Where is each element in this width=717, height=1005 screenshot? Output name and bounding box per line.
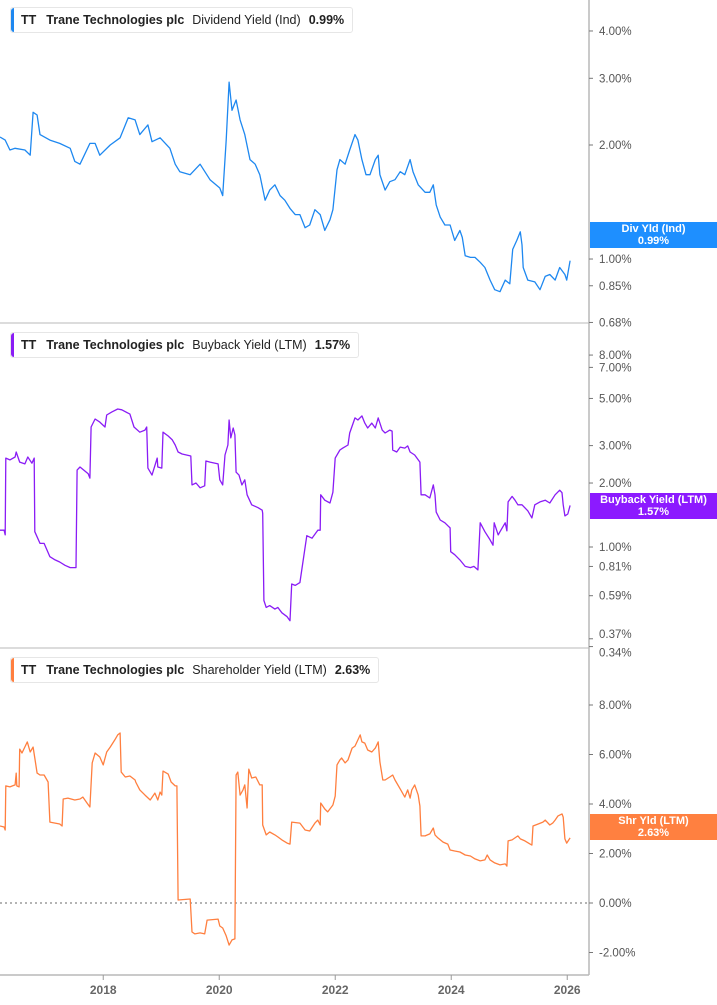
y-tick-label: 5.00% [599,393,632,405]
x-tick-label: 2026 [554,983,581,997]
tag-value: 0.99% [637,235,670,247]
y-tick-label: 4.00% [599,26,632,38]
buyback-panel: 8.00%7.00% 5.00% 3.00% 2.00% 1.00% 0.81% 0.59%… [0,350,632,660]
shareholder-legend[interactable]: TT Trane Technologies plc Shareholder Yiel… [10,657,380,683]
y-tick-label: 0.00% [599,898,632,910]
y-tick-label: 0.81% [599,561,632,573]
legend-ticker: TT [21,13,37,27]
dividend-yield-line [0,81,571,293]
legend-color-bar [11,8,14,32]
tag-label: Buyback Yield (LTM) [600,494,707,506]
buyback-legend[interactable]: TT Trane Technologies plc Buyback Yield (L… [10,332,360,358]
x-tick-label: 2018 [90,983,117,997]
x-tick-label: 2022 [322,983,349,997]
y-tick-label: 0.34% [599,648,632,660]
y-tick-label: 2.00% [599,849,632,861]
tag-value: 2.63% [637,827,670,839]
y-tick-label: -2.00% [599,948,635,960]
tag-value: 1.57% [637,506,670,518]
legend-color-bar [11,658,14,682]
y-tick-label: 3.00% [599,441,632,453]
y-tick-label: 0.37% [599,629,632,641]
legend-metric: Dividend Yield (Ind) [192,13,301,27]
shareholder-panel: 8.00% 6.00% 4.00% 2.00% 0.00% -2.00% [0,700,635,960]
dividend-legend[interactable]: TT Trane Technologies plc Dividend Yield (… [10,7,354,33]
y-tick-label: 0.85% [599,281,632,293]
legend-company: Trane Technologies plc [46,13,185,27]
tag-label: Shr Yld (LTM) [618,815,689,827]
y-tick-label: 1.00% [599,542,632,554]
x-tick-label: 2024 [438,983,465,997]
tag-label: Div Yld (Ind) [621,223,686,235]
buyback-value-tag: Buyback Yield (LTM) 1.57% [590,493,717,519]
legend-metric: Shareholder Yield (LTM) [192,663,327,677]
y-tick-label: 7.00% [599,362,632,374]
dividend-value-tag: Div Yld (Ind) 0.99% [590,222,717,248]
x-tick-label: 2020 [206,983,233,997]
legend-ticker: TT [21,338,37,352]
y-tick-label: 4.00% [599,799,632,811]
legend-color-bar [11,333,14,357]
shareholder-yield-line [0,732,571,946]
legend-value: 1.57% [314,338,351,352]
legend-company: Trane Technologies plc [46,663,185,677]
y-tick-label: 2.00% [599,478,632,490]
y-tick-label: 0.68% [599,317,632,329]
y-tick-label: 8.00% [599,700,632,712]
buyback-yield-line [0,408,571,622]
y-tick-label: 1.00% [599,254,632,266]
legend-value: 0.99% [308,13,345,27]
y-tick-label: 8.00% [599,350,632,362]
y-tick-label: 3.00% [599,73,632,85]
legend-metric: Buyback Yield (LTM) [192,338,307,352]
legend-value: 2.63% [334,663,371,677]
y-tick-label: 2.00% [599,140,632,152]
dividend-panel: 4.00% 3.00% 2.00% 1.00% 0.85% 0.68% [0,26,632,329]
shareholder-value-tag: Shr Yld (LTM) 2.63% [590,814,717,840]
legend-company: Trane Technologies plc [46,338,185,352]
y-tick-label: 6.00% [599,750,632,762]
y-tick-label: 0.59% [599,591,632,603]
legend-ticker: TT [21,663,37,677]
